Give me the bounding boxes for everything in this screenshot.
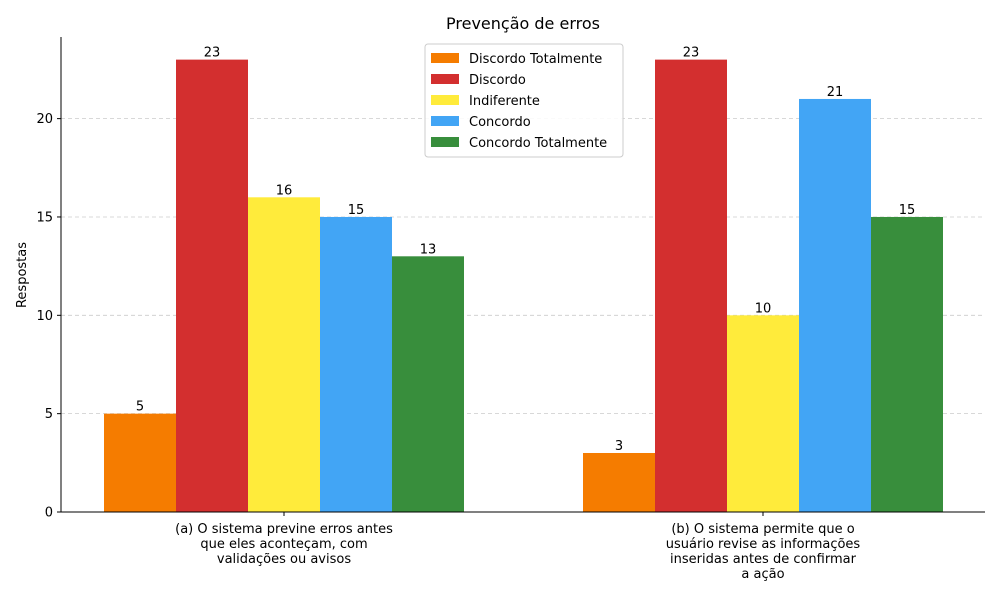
bar <box>176 60 248 512</box>
bar-value-label: 5 <box>136 400 144 415</box>
x-tick-label: (a) O sistema previne erros antes que ele… <box>175 522 393 567</box>
legend-swatch <box>431 95 459 105</box>
legend-swatch <box>431 137 459 147</box>
bar <box>871 217 943 512</box>
bar-value-label: 15 <box>348 203 365 218</box>
bar <box>727 315 799 512</box>
y-tick-label: 20 <box>36 112 53 127</box>
bar-value-label: 15 <box>899 203 916 218</box>
legend-label: Discordo Totalmente <box>469 52 602 67</box>
bar-value-label: 13 <box>420 242 437 257</box>
x-tick-label: (b) O sistema permite que o usuário revis… <box>666 522 861 582</box>
bar <box>320 217 392 512</box>
bar-value-label: 23 <box>683 46 700 61</box>
bar-value-label: 3 <box>615 439 623 454</box>
bar-value-label: 21 <box>827 85 844 100</box>
bar <box>104 414 176 512</box>
y-axis-label: Respostas <box>15 242 30 308</box>
legend-swatch <box>431 74 459 84</box>
bar <box>799 99 871 512</box>
legend-swatch <box>431 53 459 63</box>
chart-title: Prevenção de erros <box>446 14 600 33</box>
legend-label: Discordo <box>469 73 526 88</box>
y-tick-label: 15 <box>36 210 53 225</box>
bar-value-label: 10 <box>755 301 772 316</box>
legend: Discordo Totalmente Discordo Indiferente Co… <box>425 44 623 157</box>
y-tick-label: 5 <box>45 407 53 422</box>
bar <box>392 256 464 512</box>
y-tick-label: 10 <box>36 309 53 324</box>
y-tick-label: 0 <box>45 506 53 521</box>
bar-value-label: 23 <box>204 46 221 61</box>
legend-swatch <box>431 116 459 126</box>
bar-value-label: 16 <box>276 183 293 198</box>
bar <box>583 453 655 512</box>
legend-label: Indiferente <box>469 94 540 109</box>
legend-label: Concordo Totalmente <box>469 136 607 151</box>
bar <box>248 197 320 512</box>
bar <box>655 60 727 512</box>
legend-label: Concordo <box>469 115 531 130</box>
